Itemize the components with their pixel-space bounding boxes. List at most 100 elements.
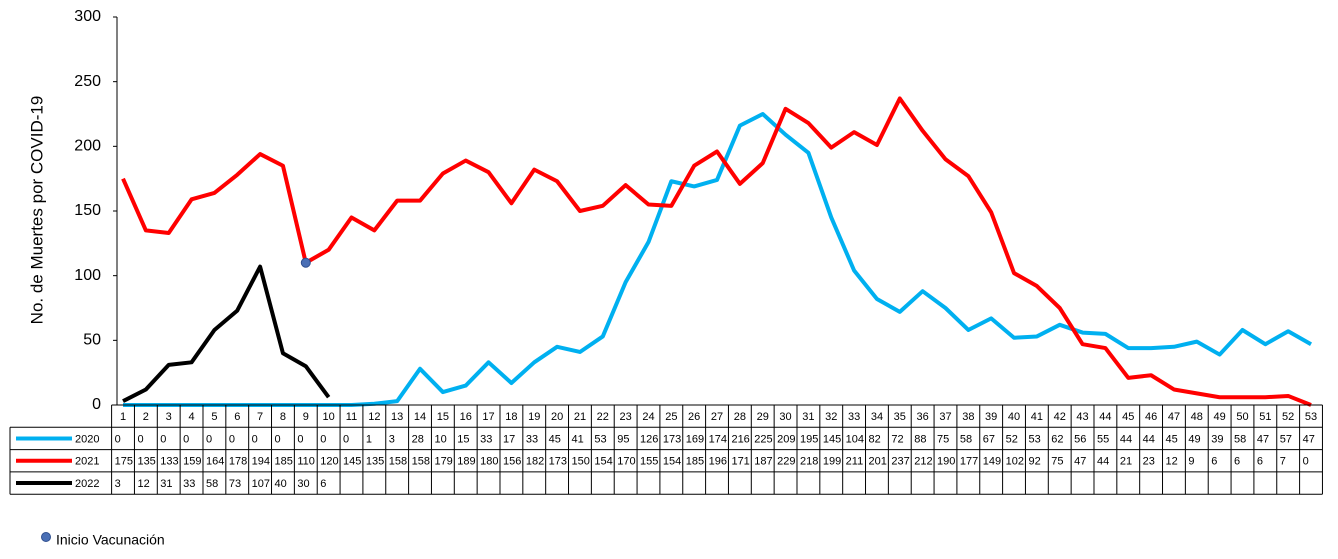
table-cell: 36 [917, 411, 929, 423]
table-cell: 75 [937, 433, 949, 445]
legend-marker [41, 532, 51, 542]
table-cell: 35 [894, 411, 906, 423]
table-cell: 33 [480, 433, 492, 445]
table-value: 47 [1074, 456, 1086, 468]
table-cell: 95 [617, 433, 629, 445]
table-cell: 67 [983, 433, 995, 445]
table-value: 7 [1280, 456, 1286, 468]
x-tick-label: 6 [234, 411, 240, 423]
table-value: 0 [229, 433, 235, 445]
table-value: 3 [115, 478, 121, 490]
table-cell: 159 [183, 456, 201, 468]
x-tick-label: 11 [346, 411, 357, 423]
table-cell: 24 [642, 411, 654, 423]
x-tick-label: 18 [505, 411, 517, 423]
x-tick-label: 38 [962, 411, 974, 423]
table-cell: 155 [640, 456, 658, 468]
table-value: 174 [709, 433, 727, 445]
y-tick-label: 200 [74, 138, 101, 155]
table-value: 23 [1143, 456, 1155, 468]
x-tick-label: 40 [1008, 411, 1020, 423]
table-cell: 187 [754, 456, 772, 468]
table-cell: 17 [482, 411, 494, 423]
table-value: 0 [137, 433, 143, 445]
table-cell: 39 [985, 411, 997, 423]
table-value: 169 [686, 433, 704, 445]
table-cell: 17 [503, 433, 515, 445]
table-value: 40 [275, 478, 287, 490]
table-value: 33 [480, 433, 492, 445]
table-cell: 34 [871, 411, 883, 423]
table-cell: 12 [1166, 456, 1178, 468]
table-value: 154 [663, 456, 681, 468]
table-value: 133 [160, 456, 178, 468]
x-tick-label: 3 [166, 411, 172, 423]
x-tick-label: 28 [734, 411, 746, 423]
table-value: 201 [869, 456, 887, 468]
table-cell: 53 [1028, 433, 1040, 445]
table-cell: 104 [846, 433, 864, 445]
table-cell: 194 [252, 456, 270, 468]
table-cell: 47 [1303, 433, 1315, 445]
table-cell: 9 [303, 411, 309, 423]
x-tick-label: 35 [894, 411, 906, 423]
x-tick-label: 5 [211, 411, 217, 423]
table-cell: 7 [257, 411, 263, 423]
table-value: 135 [366, 456, 384, 468]
table-value: 17 [503, 433, 515, 445]
table-value: 31 [160, 478, 172, 490]
table-cell: 12 [137, 478, 149, 490]
table-cell: 149 [983, 456, 1001, 468]
table-cell: 174 [709, 433, 727, 445]
table-cell: 178 [229, 456, 247, 468]
x-tick-label: 19 [528, 411, 540, 423]
x-tick-label: 24 [642, 411, 654, 423]
x-tick-label: 1 [120, 411, 126, 423]
table-cell: 20 [551, 411, 563, 423]
table-cell: 82 [869, 433, 881, 445]
table-value: 0 [183, 433, 189, 445]
table-value: 53 [594, 433, 606, 445]
table-cell: 56 [1074, 433, 1086, 445]
table-value: 33 [526, 433, 538, 445]
table-cell: 26 [688, 411, 700, 423]
table-value: 0 [252, 433, 258, 445]
table-value: 211 [846, 456, 864, 468]
table-value: 0 [320, 433, 326, 445]
table-cell: 0 [275, 433, 281, 445]
x-tick-label: 12 [368, 411, 380, 423]
x-tick-label: 37 [939, 411, 951, 423]
legend-label: 2021 [75, 456, 99, 468]
table-cell: 52 [1006, 433, 1018, 445]
table-value: 164 [206, 456, 224, 468]
table-cell: 92 [1028, 456, 1040, 468]
table-cell: 4 [188, 411, 194, 423]
table-value: 158 [389, 456, 407, 468]
series-line [121, 96, 1312, 407]
table-value: 45 [549, 433, 561, 445]
table-cell: 47 [1168, 411, 1180, 423]
table-cell: 72 [891, 433, 903, 445]
table-cell: 8 [280, 411, 286, 423]
table-value: 62 [1051, 433, 1063, 445]
table-cell: 3 [115, 478, 121, 490]
table-cell: 55 [1097, 433, 1109, 445]
table-value: 199 [823, 456, 841, 468]
series-line [122, 264, 331, 403]
table-cell: 30 [779, 411, 791, 423]
table-cell: 158 [412, 456, 430, 468]
table-cell: 28 [412, 433, 424, 445]
table-value: 6 [1211, 456, 1217, 468]
x-tick-label: 29 [757, 411, 769, 423]
y-tick-label: 300 [74, 8, 101, 25]
table-cell: 1 [120, 411, 126, 423]
table-value: 0 [115, 433, 121, 445]
table-cell: 29 [757, 411, 769, 423]
table-cell: 185 [275, 456, 293, 468]
table-cell: 185 [686, 456, 704, 468]
table-cell: 182 [526, 456, 544, 468]
x-tick-label: 36 [917, 411, 929, 423]
table-cell: 13 [391, 411, 403, 423]
table-cell: 201 [869, 456, 887, 468]
x-tick-label: 51 [1259, 411, 1271, 423]
